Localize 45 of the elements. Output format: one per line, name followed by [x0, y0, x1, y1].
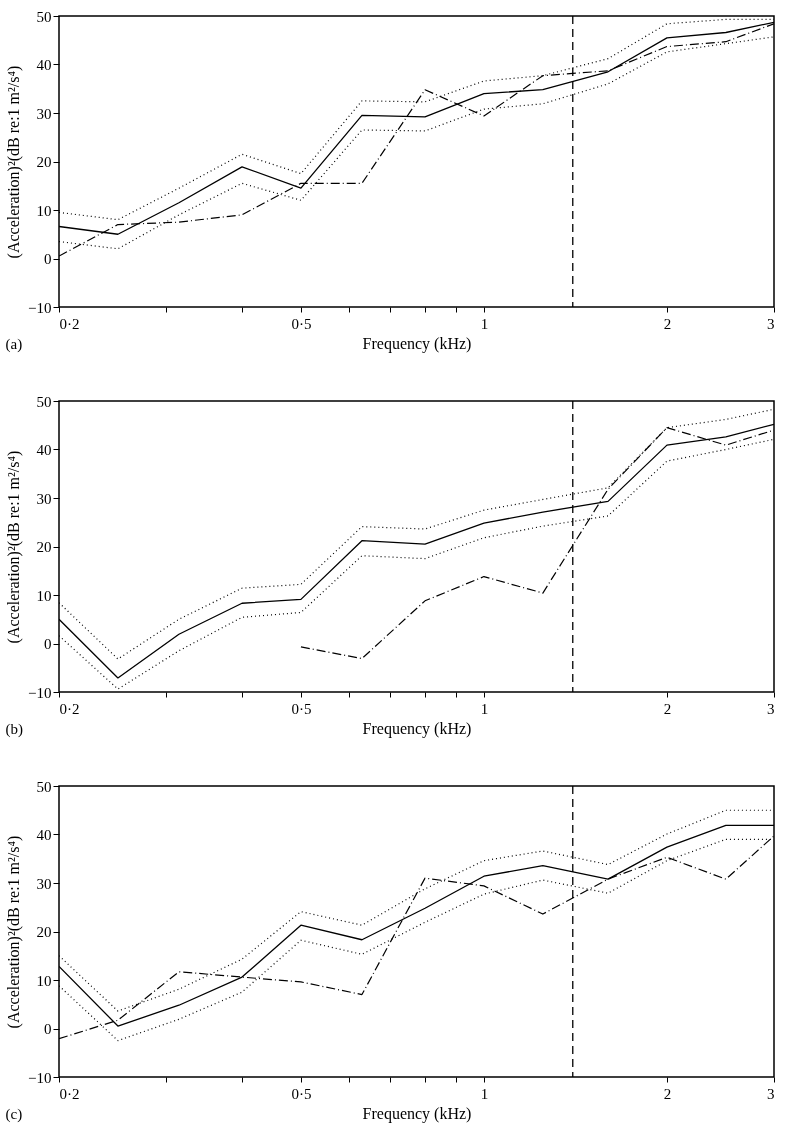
y-tick-label: −10 [28, 1069, 52, 1086]
y-axis-title: (Acceleration)²(dB re:1 m²/s⁴) [5, 835, 24, 1029]
x-tick-label: 2 [663, 700, 672, 717]
y-tick-label: 30 [36, 490, 52, 507]
x-tick-label: 0·2 [59, 700, 80, 717]
y-axis-title: (Acceleration)²(dB re:1 m²/s⁴) [5, 65, 24, 259]
x-tick-label: 0·5 [291, 315, 312, 332]
y-tick-label: 40 [36, 827, 52, 843]
y-tick-label: 20 [36, 154, 52, 170]
y-tick-label: 0 [44, 636, 52, 652]
y-tick-label: −10 [28, 299, 52, 316]
x-tick-label: 0·5 [291, 1085, 312, 1102]
y-tick-label: 20 [36, 539, 52, 555]
x-tick-label: 1 [480, 1085, 489, 1102]
x-axis-title: Frequency (kHz) [362, 719, 472, 738]
text: (a) [5, 336, 23, 353]
y-axis-title: (Acceleration)²(dB re:1 m²/s⁴) [5, 450, 24, 644]
text: (b) [5, 721, 24, 738]
x-tick-label: 0·5 [291, 700, 312, 717]
x-tick-label: 3 [767, 700, 775, 717]
x-tick-label: 1 [480, 315, 489, 332]
y-tick-label: 0 [44, 1021, 52, 1037]
y-tick-label: 40 [36, 442, 52, 458]
text: (c) [5, 1106, 23, 1123]
y-tick-label: 50 [36, 8, 52, 25]
x-tick-label: 2 [663, 1085, 672, 1102]
y-tick-label: 0 [44, 251, 52, 267]
y-tick-label: 30 [36, 875, 52, 892]
y-tick-label: 30 [36, 105, 52, 122]
y-tick-label: 10 [36, 972, 52, 989]
y-tick-label: 50 [36, 778, 52, 795]
x-axis-title: Frequency (kHz) [362, 1104, 472, 1123]
y-tick-label: 20 [36, 924, 52, 940]
x-tick-label: 0·2 [59, 315, 80, 332]
y-tick-label: 50 [36, 393, 52, 410]
x-tick-label: 2 [663, 315, 672, 332]
x-tick-label: 1 [480, 700, 489, 717]
x-tick-label: 3 [767, 315, 775, 332]
y-tick-label: 40 [36, 57, 52, 73]
x-axis-title: Frequency (kHz) [362, 334, 472, 353]
x-tick-label: 3 [767, 1085, 775, 1102]
y-tick-label: 10 [36, 587, 52, 604]
x-tick-label: 0·2 [59, 1085, 80, 1102]
y-tick-label: 10 [36, 202, 52, 219]
y-tick-label: −10 [28, 684, 52, 701]
